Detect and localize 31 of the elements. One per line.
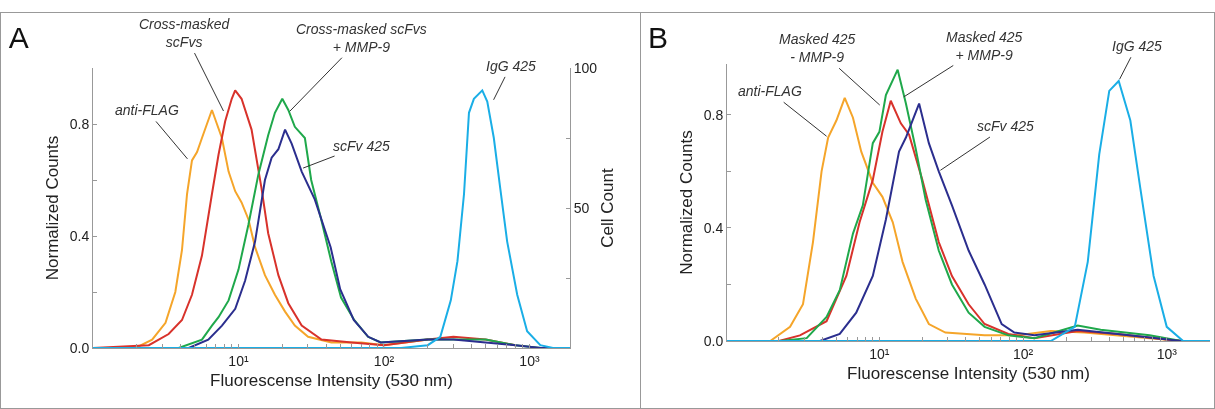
annotation: Masked 425 - MMP-9 [779, 31, 856, 66]
x-tick-label: 10³ [1156, 345, 1178, 362]
annotation: scFv 425 [977, 118, 1035, 134]
annotation: anti-FLAG [115, 102, 179, 118]
annotation: anti-FLAG [738, 83, 802, 99]
y-tick-label: 0.8 [69, 115, 90, 132]
y-axis-title: Normalized Counts [677, 130, 697, 275]
annotation: Cross-masked scFvs + MMP-9 [296, 21, 427, 56]
annotation: IgG 425 [486, 58, 537, 74]
chart-title: B [647, 20, 668, 54]
x-axis-title: Fluorescense Intensity (530 nm) [847, 364, 1090, 384]
chart-title: A [8, 20, 29, 54]
x-tick-label: 10¹ [869, 345, 890, 362]
annotation: Masked 425 + MMP-9 [946, 29, 1023, 64]
x-tick-label: 10² [373, 352, 395, 369]
y2-axis-title: Cell Count [597, 168, 617, 248]
x-tick-label: 10³ [519, 352, 540, 369]
x-tick-label: 10² [1012, 345, 1034, 362]
x-axis-title: Fluorescense Intensity (530 nm) [210, 371, 453, 391]
annotation: scFv 425 [333, 138, 391, 154]
y-axis-title: Normalized Counts [43, 135, 63, 281]
y-tick-label: 0.4 [69, 227, 90, 244]
y-tick-label: 0.0 [703, 332, 724, 349]
annotation: IgG 425 [1112, 38, 1163, 54]
y-tick-label: 0.4 [703, 219, 724, 236]
y-tick-label: 0.0 [69, 339, 90, 356]
y2-tick-label: 100 [573, 59, 598, 76]
y2-tick-label: 50 [573, 199, 590, 216]
annotation: Cross-masked scFvs [139, 16, 231, 51]
x-tick-label: 10¹ [228, 352, 249, 369]
y-tick-label: 0.8 [703, 106, 724, 123]
